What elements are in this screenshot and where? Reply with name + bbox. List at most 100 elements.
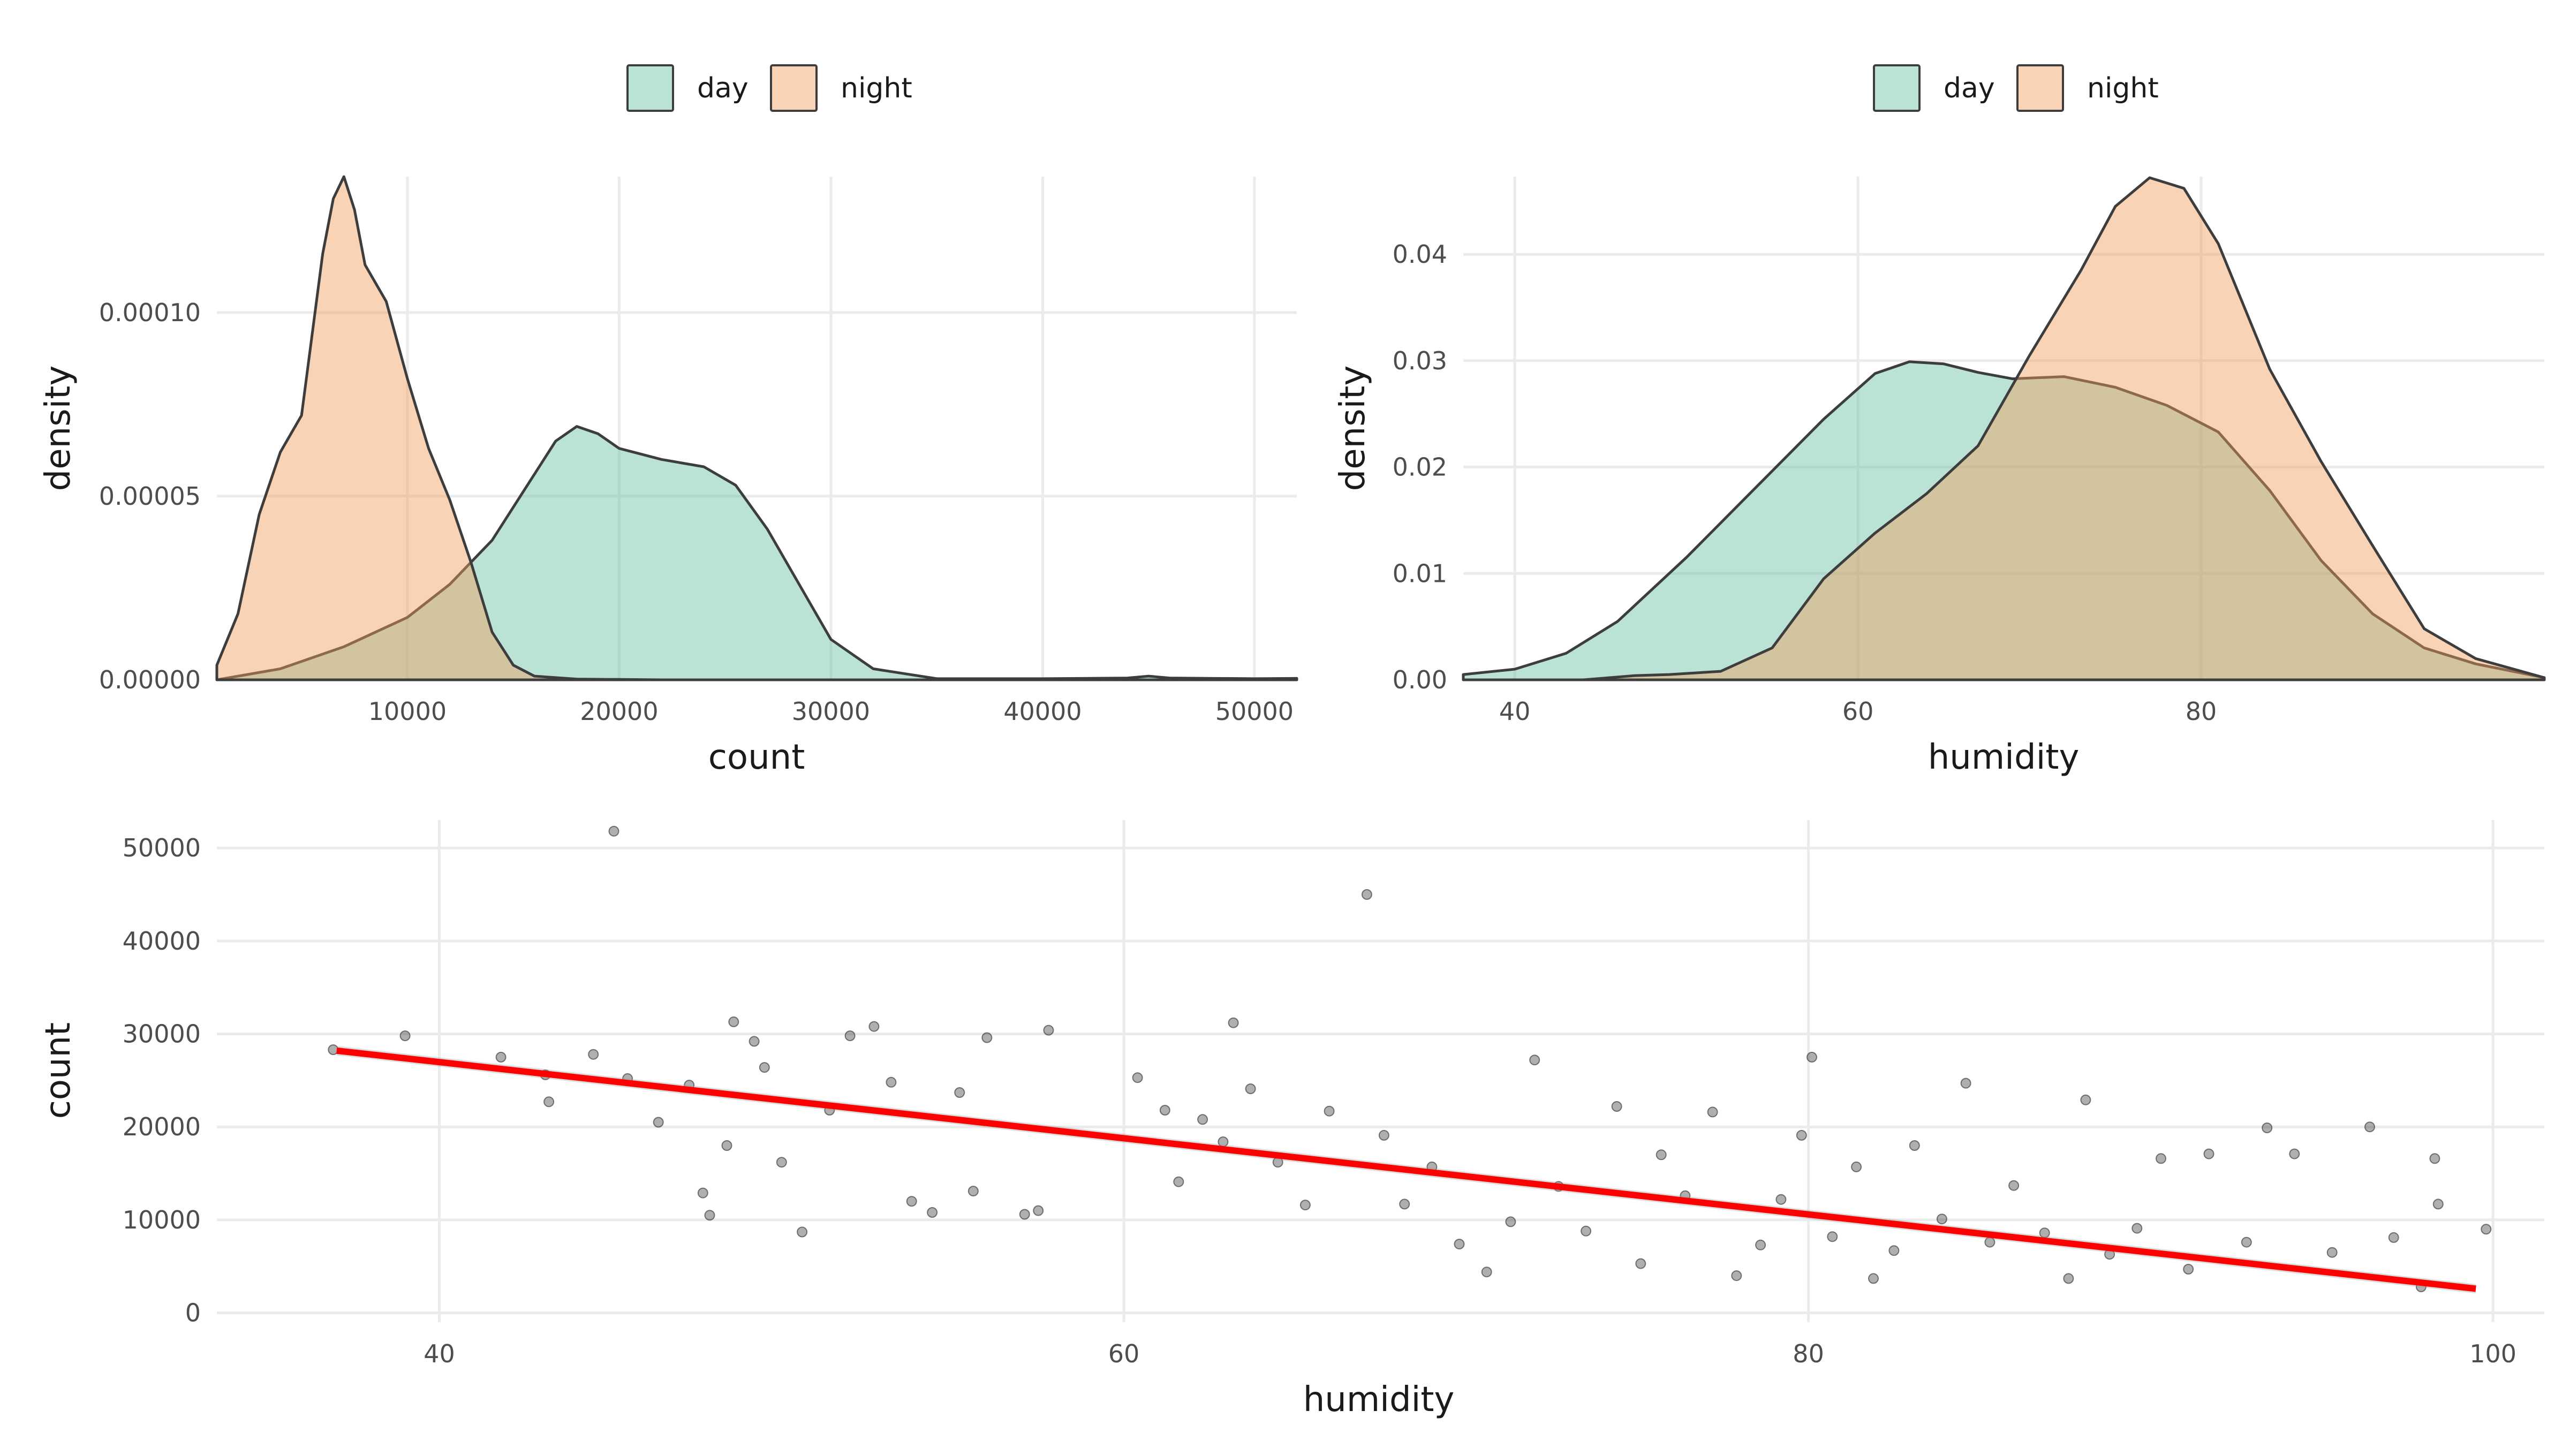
scatter-point xyxy=(1827,1231,1838,1242)
scatter-point xyxy=(2388,1232,2399,1243)
legend-key-night xyxy=(2016,64,2064,112)
y-tick-labels: 0.00 0.01 0.02 0.03 0.04 xyxy=(1393,240,1447,694)
scatter-point xyxy=(1228,1017,1239,1028)
scatter-point xyxy=(927,1207,938,1218)
x-tick-label: 80 xyxy=(1793,1339,1824,1368)
scatter-point xyxy=(1656,1149,1667,1161)
x-tick-labels: 40 60 80 100 xyxy=(424,1339,2516,1368)
scatter-point xyxy=(1635,1258,1646,1269)
regression-line xyxy=(336,1047,2476,1292)
scatter-point xyxy=(1399,1199,1410,1210)
x-tick-label: 40000 xyxy=(1003,697,1082,726)
y-tick-label: 30000 xyxy=(123,1020,201,1049)
y-tick-label: 0.00005 xyxy=(99,482,201,511)
scatter-point xyxy=(2156,1153,2166,1164)
legend: day night xyxy=(626,64,912,112)
scatter-point xyxy=(1299,1200,1311,1211)
scatter-point xyxy=(543,1096,555,1108)
legend-key-night xyxy=(770,64,818,112)
scatter-point xyxy=(1173,1176,1184,1187)
density-area-night xyxy=(215,175,1298,681)
scatter-point xyxy=(588,1049,599,1060)
scatter-point xyxy=(1707,1106,1718,1118)
scatter-point xyxy=(886,1076,897,1088)
humidity-count-scatter-panel: 40 60 80 100 0 10000 20000 30000 40000 50000 hum… xyxy=(39,820,2544,1420)
scatter-point xyxy=(697,1187,708,1199)
y-axis-title: density xyxy=(39,366,78,491)
scatter-point xyxy=(1755,1239,1766,1250)
scatter-point xyxy=(1868,1273,1879,1284)
y-tick-label: 0.03 xyxy=(1393,346,1447,375)
legend-key-day xyxy=(1873,64,1921,112)
scatter-point xyxy=(1909,1140,1920,1151)
count-density-panel: day night 10000 20000 30000 40000 50000 0.00… xyxy=(39,64,1298,777)
scatter-point xyxy=(759,1062,770,1073)
scatter-point xyxy=(749,1036,760,1047)
scatter-point xyxy=(2183,1264,2194,1275)
scatter-point xyxy=(1936,1214,1947,1225)
x-tick-label: 60 xyxy=(1842,697,1874,726)
density-areas xyxy=(215,175,1298,681)
density-areas xyxy=(1462,176,2546,681)
y-tick-label: 0.02 xyxy=(1393,453,1447,482)
scatter-point xyxy=(1454,1239,1465,1250)
scatter-point xyxy=(1019,1209,1030,1220)
x-tick-label: 40 xyxy=(424,1339,455,1368)
scatter-point xyxy=(1324,1105,1335,1117)
y-tick-label: 50000 xyxy=(123,833,201,862)
scatter-point xyxy=(1159,1105,1170,1116)
scatter-point xyxy=(2063,1273,2074,1284)
scatter-point xyxy=(1245,1083,1256,1094)
y-axis-title: density xyxy=(1333,366,1373,491)
scatter-point xyxy=(1197,1114,1208,1125)
x-tick-label: 40 xyxy=(1499,697,1531,726)
legend-label-day: day xyxy=(697,72,749,104)
scatter-point xyxy=(1132,1072,1143,1083)
y-tick-label: 20000 xyxy=(123,1112,201,1141)
legend-label-night: night xyxy=(2087,72,2159,104)
y-tick-label: 0.00 xyxy=(1393,665,1447,694)
x-tick-label: 20000 xyxy=(580,697,658,726)
scatter-point xyxy=(1611,1101,1622,1112)
x-tick-labels: 40 60 80 xyxy=(1499,697,2217,726)
scatter-point xyxy=(2289,1148,2300,1159)
x-axis-title: count xyxy=(708,738,805,777)
scatter-point xyxy=(728,1016,739,1027)
x-tick-label: 80 xyxy=(2186,697,2217,726)
y-tick-label: 40000 xyxy=(123,927,201,956)
regression-layer xyxy=(336,1046,2476,1294)
scatter-point xyxy=(1775,1194,1787,1205)
scatter-point xyxy=(704,1210,715,1221)
x-tick-label: 30000 xyxy=(792,697,870,726)
scatter-point xyxy=(2364,1121,2375,1133)
scatter-point xyxy=(2131,1223,2143,1234)
scatter-point xyxy=(2008,1180,2020,1191)
scatter-point xyxy=(1529,1055,1540,1066)
scatter-point xyxy=(2481,1224,2492,1235)
legend-label-night: night xyxy=(841,72,912,104)
scatter-point xyxy=(721,1140,732,1151)
scatter-point xyxy=(1505,1216,1516,1227)
y-tick-labels: 0 10000 20000 30000 40000 50000 xyxy=(123,833,201,1328)
gridlines xyxy=(217,820,2544,1322)
humidity-density-panel: day night 40 60 80 0.00 0.01 0.02 0.03 0.04 hu… xyxy=(1333,64,2546,777)
scatter-point xyxy=(2429,1153,2440,1164)
scatter-point xyxy=(1481,1267,1492,1278)
y-tick-label: 0 xyxy=(185,1299,201,1328)
scatter-point xyxy=(906,1196,917,1207)
scatter-point xyxy=(1581,1225,1592,1237)
scatter-point xyxy=(2432,1199,2444,1210)
y-axis-title: count xyxy=(39,1022,78,1119)
legend-label-day: day xyxy=(1944,72,1995,104)
x-axis-title: humidity xyxy=(1303,1380,1455,1420)
scatter-point xyxy=(2326,1247,2338,1258)
y-tick-labels: 0.00000 0.00005 0.00010 xyxy=(99,298,201,694)
scatter-point xyxy=(967,1186,979,1197)
x-tick-label: 60 xyxy=(1108,1339,1140,1368)
x-tick-label: 50000 xyxy=(1215,697,1294,726)
density-area-night xyxy=(1462,176,2546,681)
scatter-point xyxy=(653,1117,664,1128)
scatter-point xyxy=(1361,889,1372,900)
x-tick-labels: 10000 20000 30000 40000 50000 xyxy=(368,697,1294,726)
scatter-point xyxy=(399,1030,411,1041)
